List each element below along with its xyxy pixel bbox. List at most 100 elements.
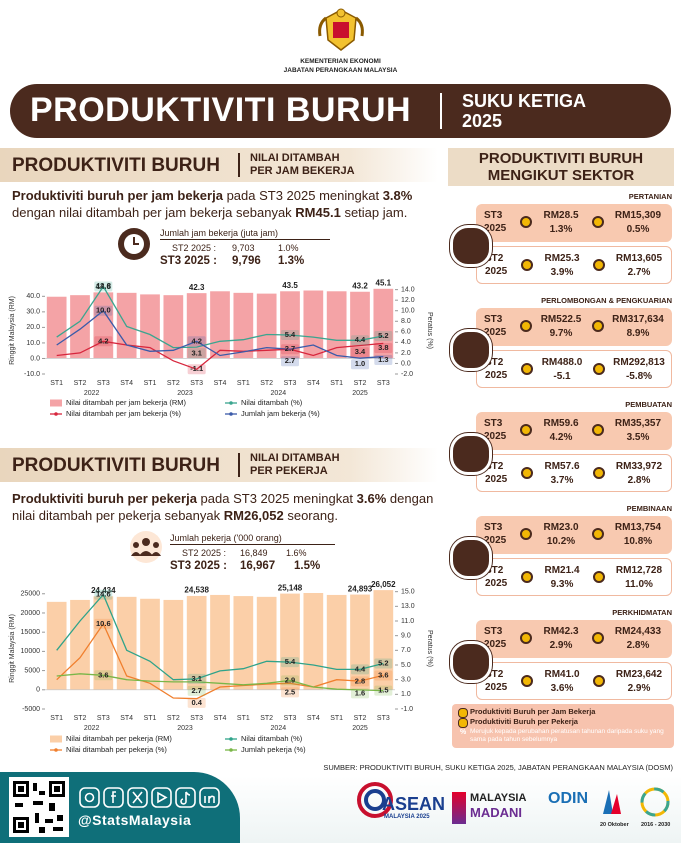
per-worker-value: RM23,642 [615,669,663,680]
legend-label: Jumlah jam bekerja (%) [241,409,320,418]
per-worker: RM24,433 2.8% [605,625,671,653]
quarter: ST3 [484,522,503,533]
bar-value-label: 24,893 [348,584,373,593]
line [56,593,384,681]
section-subtitle: PER PEKERJA [250,465,328,477]
info-row: ST3 2025 : 16,967 1.5% [170,560,335,572]
line-value-label: 4.4 [355,335,366,344]
y2-tick-label: -1.0 [401,706,413,713]
line-value-label: 3.8 [378,343,388,352]
info-row: ST2 2025 : 9,703 1.0% [160,243,330,253]
x-tick-label: ST3 [97,380,110,387]
label-box [187,697,206,708]
sector-name: PERTANIAN [628,192,672,201]
hour-icon [520,632,532,644]
section-title: PRODUKTIVITI BURUH [12,155,220,176]
info-row: ST3 2025 : 9,796 1.3% [160,255,330,267]
worker-icon [593,467,605,479]
info-value: 16,967 [240,560,276,572]
info-change: 1.3% [278,255,305,267]
legend-label: Jumlah pekerja (%) [241,745,306,754]
per-worker-change: 0.5% [626,224,650,235]
line-value-label: 1.0 [355,359,365,368]
per-hour-value: RM488.0 [541,357,583,368]
section-header: PRODUKTIVITI BURUH NILAI DITAMBAH PER PE… [0,448,438,482]
worker-icon [592,632,604,644]
summary-text: RM45.1 [295,205,341,220]
divider [440,93,442,129]
per-worker-change: 2.7% [627,267,651,278]
per-worker-value: RM15,309 [614,210,662,221]
logo-text: MADANI [470,805,522,820]
y-tick-label: 25000 [21,591,41,598]
quarter-block: ST3 2025 [484,625,506,651]
per-worker-value: RM12,728 [615,565,663,576]
line-value-label: 1.5 [378,686,388,695]
quarter-year: 2025 [484,535,507,546]
summary-text: 3.6% [356,491,387,506]
quarter-year: 2025 [485,578,508,589]
bar-value-label: 42.3 [189,283,205,292]
sector-header: PRODUKTIVITI BURUH MENGIKUT SEKTOR [448,148,674,186]
quarter-year: 2025 [485,474,508,485]
line-value-label: 2.7 [285,356,295,365]
sector-legend: Produktiviti Buruh per Jam Bekerja Produ… [452,704,674,748]
note-symbol: % [460,729,467,736]
period: SUKU KETIGA [462,91,587,111]
source: SUMBER: PRODUKTIVITI BURUH, SUKU KETIGA … [323,763,673,772]
y-axis-label: Ringgit Malaysia (RM) [9,296,16,365]
per-worker: RM292,813 -5.8% [606,356,672,384]
y2-tick-label: -2.0 [401,371,413,378]
year-label: 2022 [84,390,100,397]
x-tick-label: ST4 [120,380,133,387]
legend-icon [458,718,468,728]
per-worker-change: 11.0% [625,579,653,590]
per-hour: RM23.0 10.2% [534,521,588,549]
sector-row: ST2 2025 RM57.6 3.7% RM33,972 2.8% [476,454,672,492]
quarter-year: 2025 [484,223,507,234]
line-value-label: 5.2 [378,331,388,340]
quarter: ST3 [484,210,503,221]
label-box [94,281,113,292]
y-tick-label: -10.0 [24,371,40,378]
label-box [351,688,369,699]
x-tick-label: ST1 [50,380,63,387]
per-hour-value: RM28.5 [543,210,579,221]
logo-text: MALAYSIA 2025 [384,814,430,820]
x-tick-label: ST1 [144,380,157,387]
line-value-label: 14.6 [96,590,111,599]
per-hour-value: RM57.6 [544,461,580,472]
legend-label: Nilai ditambah per pekerja (%) [66,745,167,754]
label-box [281,675,299,686]
per-hour-change: 2.9% [549,640,573,651]
bar-value-label: 25,148 [278,583,303,592]
y2-tick-label: 4.0 [401,339,411,346]
bar [162,294,184,359]
bar [162,599,184,691]
hour-icon [521,363,533,375]
worker-icon [593,571,605,583]
per-hour-change: 1.3% [549,224,573,235]
per-hour: RM57.6 3.7% [535,460,589,488]
logo-text: ODIN [548,790,588,807]
hour-icon [520,216,532,228]
per-worker: RM317,634 8.9% [605,313,671,341]
label-box [351,335,369,346]
per-hour-change: 9.3% [550,579,574,590]
per-hour: RM25.3 3.9% [535,252,589,280]
y-tick-label: 0.0 [30,355,40,362]
line [56,340,384,371]
hour-icon [520,528,532,540]
section-subtitle: PER JAM BEKERJA [250,165,355,177]
logo-text: MALAYSIA [470,792,527,804]
line-value-label: 5.2 [378,659,388,668]
y2-tick-label: 9.0 [401,633,411,640]
year: 2025 [462,111,503,131]
label-box [374,355,393,366]
per-worker: RM15,309 0.5% [605,209,671,237]
summary-text: pada ST3 2025 meningkat [222,188,383,203]
info-period: ST3 2025 : [170,560,227,572]
legend-swatch [54,412,58,416]
summary-text: dengan nilai ditambah per jam bekerja se… [12,205,296,220]
x-tick-label: ST2 [74,380,87,387]
